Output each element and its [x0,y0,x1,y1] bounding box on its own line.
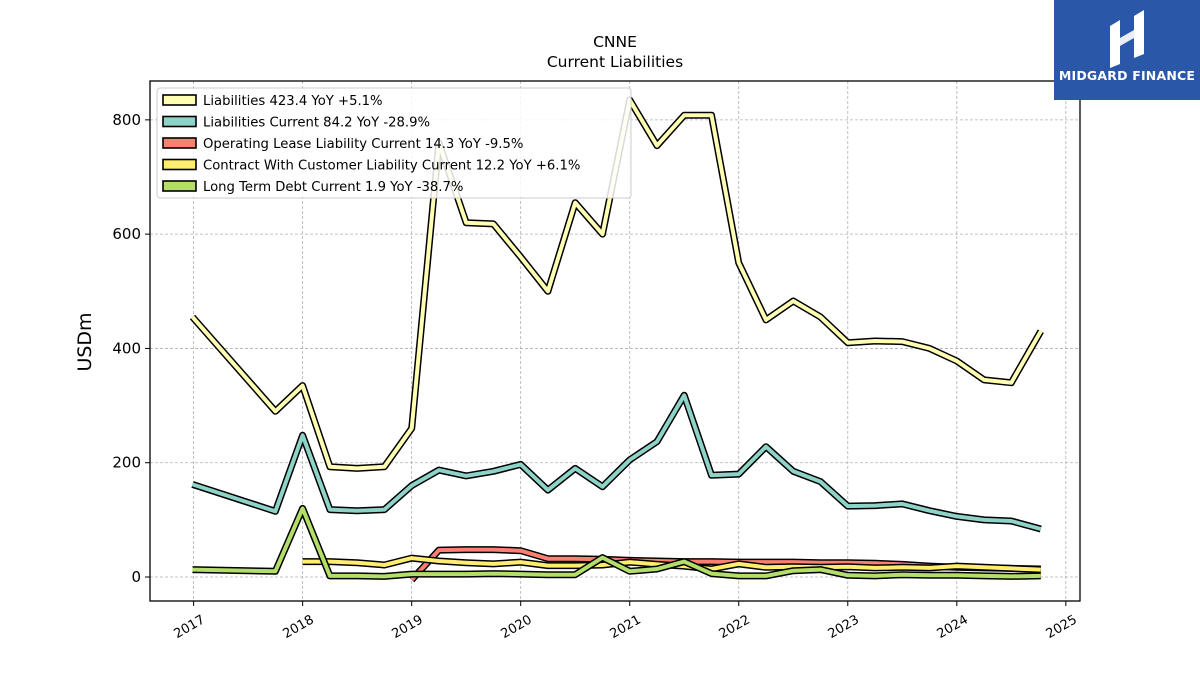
logo-text: MIDGARD FINANCE [1058,68,1196,83]
legend-swatch [162,180,197,192]
series-outline-1 [191,391,1042,533]
legend-swatch [162,94,197,106]
series-lines [189,96,1044,583]
logo-emblem-icon [1110,10,1144,68]
series-line-4 [192,506,1041,579]
legend-swatch [162,115,197,128]
y-tick-label: 600 [112,225,141,243]
series-line-1 [191,393,1042,531]
x-tick-label: 2018 [280,612,316,642]
y-tick-label: 0 [131,568,141,586]
legend: Liabilities 423.4 YoY +5.1% Liabilities C… [156,87,632,199]
legend-label: Liabilities Current 84.2 YoY -28.9% [203,116,430,131]
y-tick-label: 800 [112,111,141,129]
legend-box [156,87,632,199]
x-tick-label: 2025 [1044,612,1080,642]
chart-subtitle: Current Liabilities [547,53,683,71]
brand-logo: MIDGARD FINANCE [1054,0,1200,100]
x-tick-label: 2023 [826,612,862,642]
x-tick-label: 2022 [717,612,753,642]
x-tick-label: 2020 [499,612,535,642]
plot-frame [149,80,1081,602]
legend-swatch [162,137,197,149]
legend-label: Long Term Debt Current 1.9 YoY -38.7% [203,180,463,195]
x-tick-label: 2017 [171,612,207,642]
y-tick-label: 200 [112,454,141,472]
legend-label: Operating Lease Liability Current 14.3 Y… [203,137,523,152]
x-tick-label: 2019 [390,612,426,642]
legend-swatch [162,158,197,171]
y-tick-label: 400 [112,339,141,357]
y-axis-label: USDm [74,312,96,371]
x-tick-label: 2024 [935,612,971,642]
x-tick-label: 2021 [608,612,644,642]
series-line-0 [190,97,1043,471]
chart-title: CNNE [593,33,637,51]
legend-label: Contract With Customer Liability Current… [203,159,580,174]
legend-label: Liabilities 423.4 YoY +5.1% [203,94,383,109]
